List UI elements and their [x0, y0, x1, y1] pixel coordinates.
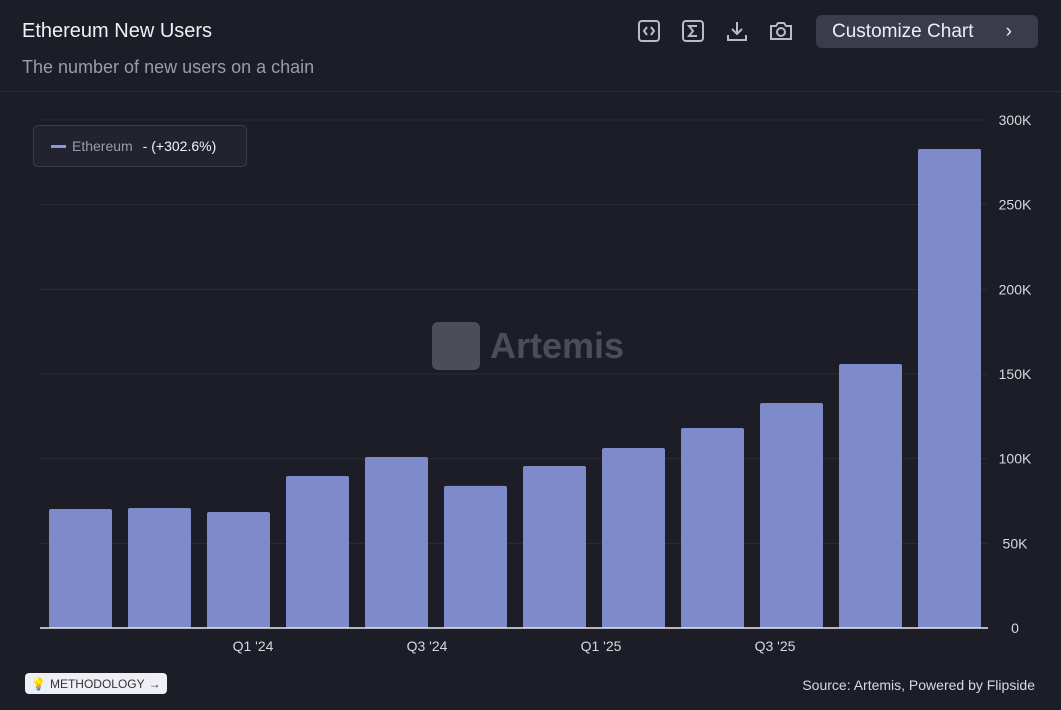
y-tick-label: 0	[1011, 620, 1019, 636]
chart-subtitle: The number of new users on a chain	[22, 57, 315, 77]
legend-series-name: Ethereum	[72, 138, 133, 154]
x-tick-label: Q3 '24	[407, 638, 448, 654]
y-tick-label: 200K	[999, 281, 1032, 297]
download-icon[interactable]	[724, 18, 750, 44]
bar[interactable]	[286, 475, 349, 628]
customize-chart-label: Customize Chart	[832, 20, 974, 42]
legend-change: - (+302.6%)	[142, 138, 217, 154]
bar[interactable]	[207, 512, 270, 628]
bar[interactable]	[444, 485, 507, 628]
watermark-text: Artemis	[490, 325, 625, 366]
x-tick-label: Q1 '25	[581, 638, 622, 654]
bar[interactable]	[602, 447, 665, 628]
customize-chart-button[interactable]: Customize Chart ›	[816, 15, 1038, 48]
x-tick-label: Q1 '24	[233, 638, 274, 654]
source-text: Source: Artemis, Powered by Flipside	[802, 677, 1035, 693]
bar[interactable]	[523, 465, 586, 628]
methodology-button[interactable]: 💡 METHODOLOGY →	[25, 673, 167, 694]
y-tick-label: 300K	[999, 112, 1032, 128]
legend-swatch	[51, 144, 66, 148]
y-tick-label: 150K	[999, 366, 1032, 382]
bar[interactable]	[760, 402, 823, 628]
embed-code-icon[interactable]	[636, 18, 662, 44]
y-tick-label: 250K	[999, 197, 1032, 213]
chart-title: Ethereum New Users	[22, 20, 213, 42]
y-tick-label: 100K	[999, 451, 1032, 467]
methodology-label: METHODOLOGY	[49, 676, 145, 691]
artemis-logo-icon	[432, 322, 480, 370]
bar[interactable]	[365, 456, 428, 628]
lightbulb-icon: 💡	[31, 676, 46, 691]
y-tick-label: 50K	[1003, 535, 1029, 551]
bar[interactable]	[128, 507, 191, 628]
legend[interactable]: Ethereum - (+302.6%)	[33, 125, 247, 167]
artemis-watermark: Artemis	[432, 322, 624, 370]
arrow-right-icon: →	[148, 676, 161, 691]
chevron-right-icon: ›	[1005, 20, 1012, 42]
header-divider	[0, 91, 1061, 92]
camera-icon[interactable]	[768, 18, 794, 44]
bar[interactable]	[681, 428, 744, 628]
bar[interactable]	[839, 364, 902, 628]
sigma-icon[interactable]	[680, 18, 706, 44]
x-tick-label: Q3 '25	[755, 638, 796, 654]
bar[interactable]	[918, 148, 981, 628]
bar[interactable]	[49, 508, 112, 628]
